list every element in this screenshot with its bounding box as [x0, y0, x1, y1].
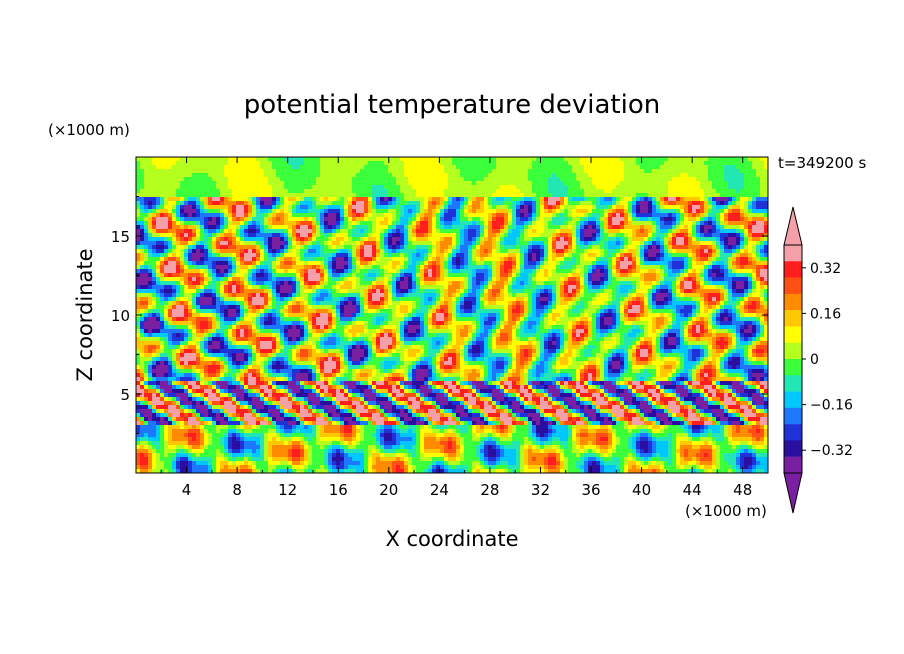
- colorbar-over-arrow: [783, 206, 803, 246]
- x-axis-label: X coordinate: [385, 527, 518, 551]
- colorbar-segment: [784, 261, 802, 278]
- colorbar-segment: [784, 424, 802, 441]
- colorbar-segment: [784, 391, 802, 409]
- y-axis: 5 10 15: [111, 196, 768, 434]
- y-tick-label: 15: [111, 228, 130, 246]
- colorbar-segment: [784, 440, 802, 457]
- colorbar-segment: [784, 342, 802, 360]
- x-tick-label: 36: [581, 481, 600, 499]
- y-unit-label: (×1000 m): [48, 121, 130, 139]
- colorbar-segment: [784, 293, 802, 311]
- x-tick-label: 48: [733, 481, 752, 499]
- y-axis-label: Z coordinate: [73, 248, 97, 381]
- colorbar-tick-label: −0.16: [810, 398, 853, 414]
- colorbar-segment: [784, 375, 802, 392]
- chart-title: potential temperature deviation: [244, 90, 660, 120]
- contour-field: [136, 157, 769, 474]
- colorbar-segment: [784, 359, 802, 376]
- x-tick-label: 4: [182, 481, 192, 499]
- x-tick-label: 28: [480, 481, 499, 499]
- y-tick-label: 5: [120, 386, 130, 404]
- colorbar-segment: [784, 245, 802, 262]
- colorbar: 0.32 0.16 0 −0.16 −0.32: [783, 206, 853, 514]
- colorbar-segment: [784, 326, 802, 343]
- colorbar-segment: [784, 407, 802, 425]
- x-tick-label: 12: [278, 481, 297, 499]
- colorbar-tick-label: 0: [810, 352, 819, 368]
- x-tick-label: 32: [531, 481, 550, 499]
- x-tick-label: 20: [379, 481, 398, 499]
- x-tick-label: 44: [683, 481, 702, 499]
- x-tick-label: 40: [632, 481, 651, 499]
- y-tick-label: 10: [111, 307, 130, 325]
- colorbar-tick-label: −0.32: [810, 443, 853, 459]
- colorbar-tick-label: 0.32: [810, 261, 841, 277]
- x-tick-label: 16: [329, 481, 348, 499]
- colorbar-segment: [784, 310, 802, 327]
- x-unit-label: (×1000 m): [685, 502, 767, 520]
- colorbar-under-arrow: [783, 472, 803, 514]
- x-tick-label: 24: [430, 481, 449, 499]
- time-label: t=349200 s: [778, 154, 866, 172]
- x-tick-label: 8: [232, 481, 242, 499]
- x-axis: 4 8 12 16 20 24 28 32 36 40 44 48: [160, 157, 752, 499]
- colorbar-segment: [784, 277, 802, 295]
- colorbar-segment: [784, 456, 802, 474]
- colorbar-tick-label: 0.16: [810, 306, 841, 322]
